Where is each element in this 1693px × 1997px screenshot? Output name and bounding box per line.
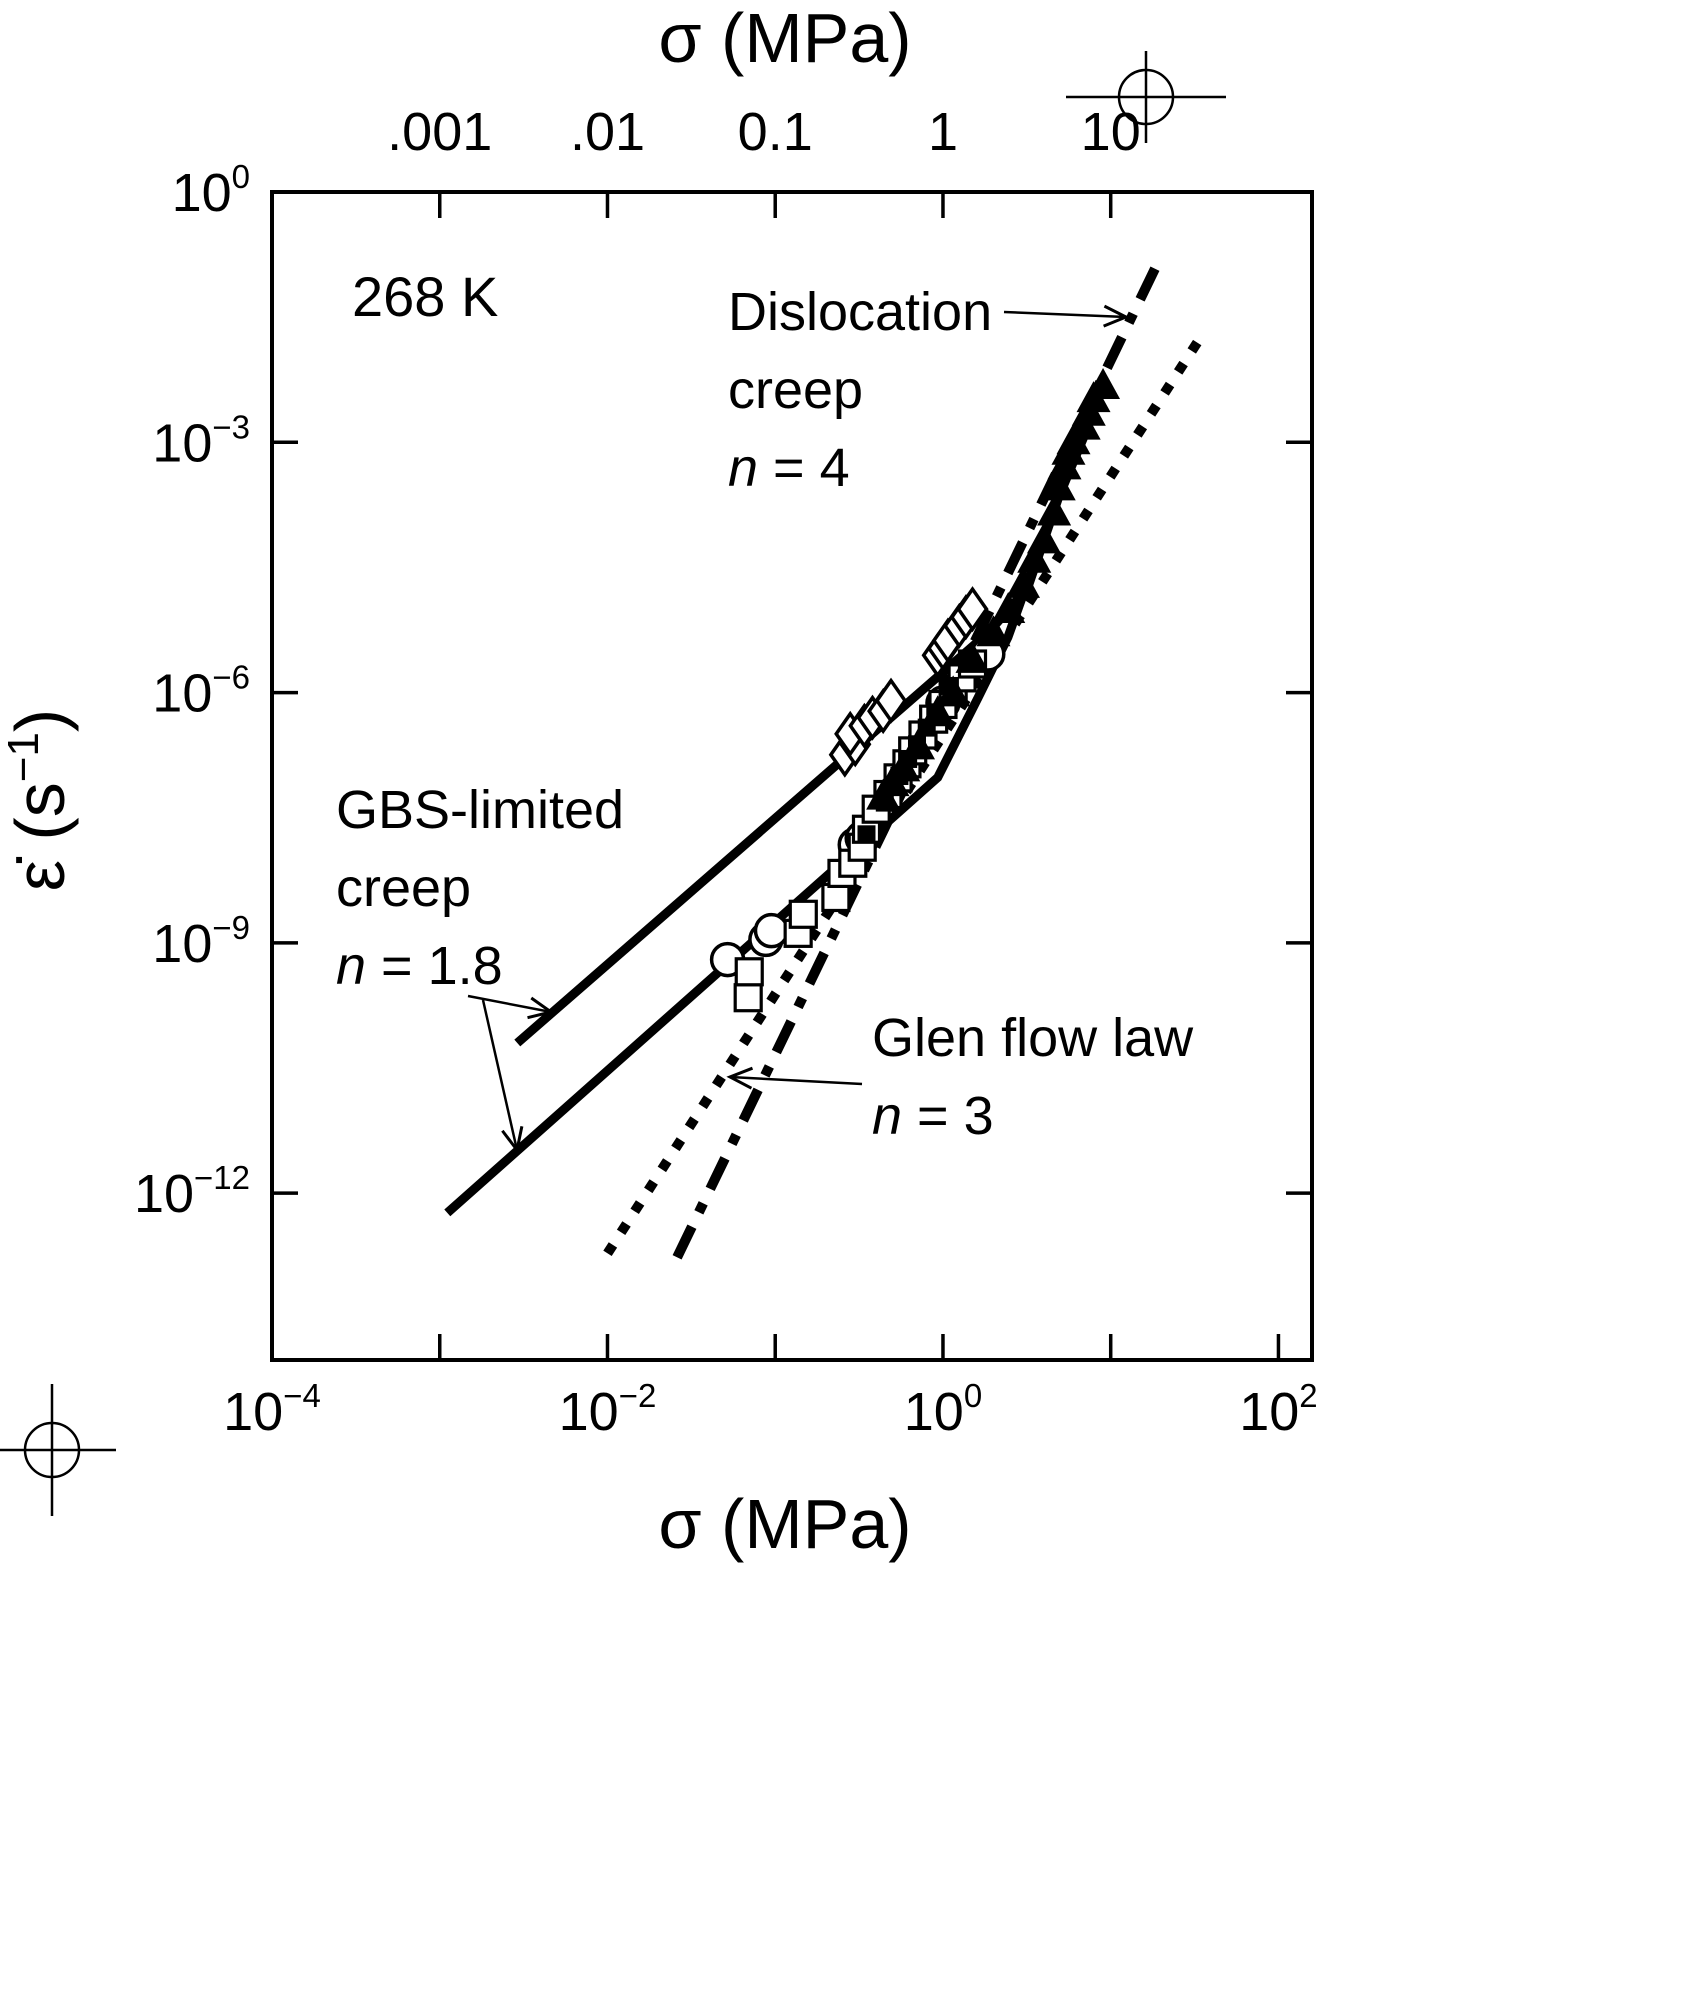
tick-label: 10 [1081, 102, 1141, 162]
square-marker [788, 899, 818, 929]
triangle-marker [1017, 541, 1052, 573]
small-square-marker [976, 623, 995, 642]
tick-label: 10−3 [152, 408, 250, 473]
tick-label: 100 [172, 158, 250, 223]
gbs-arrow-upper [467, 994, 555, 1020]
small-square-marker [907, 735, 926, 754]
tick-label: 102 [1239, 1377, 1317, 1442]
triangle-marker [991, 592, 1026, 624]
small-square-marker [926, 703, 945, 722]
series-filled-squares [857, 623, 995, 844]
triangle-marker [1037, 494, 1072, 526]
gbs-arrow-lower [481, 999, 524, 1154]
registration-mark-top-right [1066, 51, 1226, 143]
tick-label: 10−9 [152, 909, 250, 974]
tick-label: 10−12 [134, 1159, 250, 1224]
triangle-marker [1006, 566, 1041, 598]
diamond-marker [956, 586, 989, 633]
square-marker [734, 957, 764, 987]
tick-label: 0.1 [738, 102, 813, 162]
small-square-marker [890, 767, 909, 785]
dislocation-arrow [1003, 304, 1130, 328]
tick-label: 1 [928, 102, 958, 162]
gbs-limited-creep-label: GBS-limited creep n = 1.8 [336, 780, 624, 996]
x-axis-title-bottom: σ (MPa) [658, 1485, 911, 1563]
tick-label: .001 [387, 102, 492, 162]
series-filled-triangles [866, 367, 1121, 810]
square-marker [733, 983, 763, 1013]
dislocation-creep-label: Dislocation creep n = 4 [728, 282, 992, 498]
small-square-marker [857, 825, 876, 844]
y-axis-title: ε̇ (s−1) [0, 709, 79, 891]
small-square-marker [917, 718, 936, 737]
small-square-marker [875, 793, 894, 812]
square-marker [821, 882, 851, 913]
y-axis-left: 100 10−3 10−6 10−9 10−12 [134, 158, 298, 1224]
registration-mark-bottom-left [0, 1384, 116, 1516]
plot-frame [270, 190, 1314, 1362]
tick-label: 100 [904, 1377, 982, 1442]
series-open-diamonds [828, 586, 989, 778]
x-axis-bottom: 10−4 10−2 100 102 [223, 1334, 1318, 1442]
small-square-marker [958, 650, 977, 669]
glen-flow-law-line [603, 339, 1202, 1257]
glen-flow-law-label: Glen flow law n = 3 [872, 1008, 1194, 1146]
triangle-marker [1026, 522, 1061, 554]
triangle-marker [1086, 367, 1121, 399]
diamond-marker [874, 677, 908, 724]
y-axis-right [1286, 190, 1312, 1195]
glen-arrow [726, 1066, 863, 1090]
tick-label: 10−6 [152, 659, 250, 724]
x-axis-title-top: σ (MPa) [658, 0, 911, 77]
x-axis-top: .001 .01 0.1 1 10 [387, 102, 1141, 218]
circle-marker [753, 912, 790, 949]
small-square-marker [940, 676, 959, 695]
tick-label: 10−4 [223, 1377, 321, 1442]
tick-label: 10−2 [559, 1377, 657, 1442]
temperature-label: 268 K [352, 265, 498, 328]
tick-label: .01 [570, 102, 645, 162]
small-square-marker [899, 749, 918, 768]
triangle-marker [1041, 469, 1076, 501]
